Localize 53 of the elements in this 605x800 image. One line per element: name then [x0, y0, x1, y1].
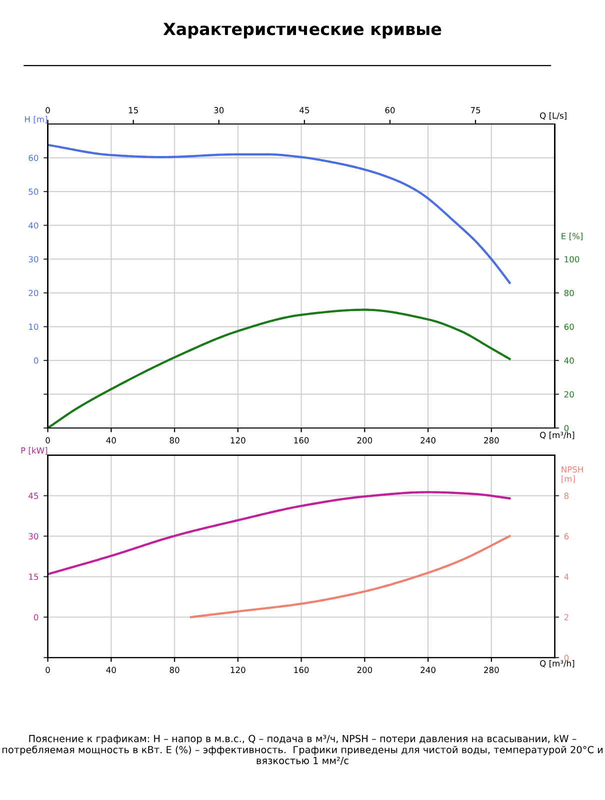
- y2-tick-label: 20: [564, 391, 574, 398]
- y-axis-title: H [m]: [25, 116, 48, 124]
- x2-tick-label: 45: [300, 107, 309, 114]
- x2-tick-label: 75: [470, 107, 480, 114]
- x2-tick-label: 15: [128, 107, 138, 114]
- y-tick-label: 50: [28, 188, 38, 195]
- y-tick-label: 30: [28, 256, 38, 262]
- x-tick-label: 280: [484, 666, 499, 674]
- x2-tick-label: 0: [46, 107, 50, 114]
- y-tick-label: 60: [28, 154, 38, 162]
- x-tick-label: 80: [170, 437, 180, 444]
- text: Пояснение к графикам: H – напор в м.в.с., Q – подача в м³/ч, NPSH – потери давления на всасывании, kW – потребляемая мощность в кВт. E (%) – эффективность. Графики приведены для чистой воды, температурой 20°C и вязкостью 1 мм²/с: [2, 734, 603, 765]
- x-tick-label: 0: [46, 437, 50, 444]
- x-tick-label: 280: [484, 437, 499, 444]
- x-tick-label: 80: [170, 666, 180, 674]
- x-tick-label: 0: [46, 666, 50, 674]
- y2-tick-label: 4: [564, 574, 569, 580]
- y-tick-label: 30: [28, 533, 38, 540]
- x-tick-label: 160: [294, 666, 309, 674]
- y-axis-title: P [kW]: [21, 447, 48, 455]
- y2-axis-title: NPSH [m]: [562, 466, 583, 483]
- y2-tick-label: 0: [564, 654, 569, 661]
- x2-tick-label: 30: [214, 107, 224, 114]
- x-tick-label: 40: [106, 437, 116, 444]
- x-tick-label: 40: [106, 666, 116, 674]
- y2-tick-label: 100: [564, 256, 580, 262]
- y2-tick-label: 6: [564, 533, 569, 540]
- y-tick-label: 40: [28, 222, 38, 229]
- y-tick-label: 45: [28, 492, 38, 499]
- x-tick-label: 120: [230, 437, 246, 444]
- x-axis-title: Q [m³/h]: [540, 432, 574, 440]
- y-tick-label: 20: [28, 290, 38, 296]
- y2-tick-label: 40: [564, 357, 574, 364]
- y2-axis-title: E [%]: [562, 232, 582, 240]
- x-tick-label: 240: [420, 666, 436, 674]
- y2-tick-label: 60: [564, 324, 574, 330]
- x-tick-label: 200: [357, 437, 372, 444]
- y2-tick-label: 2: [564, 614, 568, 620]
- x2-tick-label: 60: [385, 107, 395, 114]
- x-tick-label: 240: [420, 437, 436, 444]
- y-tick-label: 10: [29, 324, 38, 330]
- y2-tick-label: 0: [564, 424, 569, 432]
- y-tick-label: 15: [29, 574, 38, 580]
- x-tick-label: 200: [357, 666, 372, 674]
- y2-tick-label: 8: [564, 492, 569, 499]
- y-tick-label: 0: [34, 357, 38, 364]
- y-tick-label: 0: [34, 614, 38, 620]
- x-tick-label: 120: [230, 666, 246, 674]
- chart-title: Характеристические кривые: [163, 22, 442, 38]
- x2-axis-title: Q [L/s]: [540, 112, 566, 120]
- x-tick-label: 160: [294, 437, 309, 444]
- x-axis-title: Q [m³/h]: [540, 660, 574, 668]
- y2-tick-label: 80: [564, 290, 574, 296]
